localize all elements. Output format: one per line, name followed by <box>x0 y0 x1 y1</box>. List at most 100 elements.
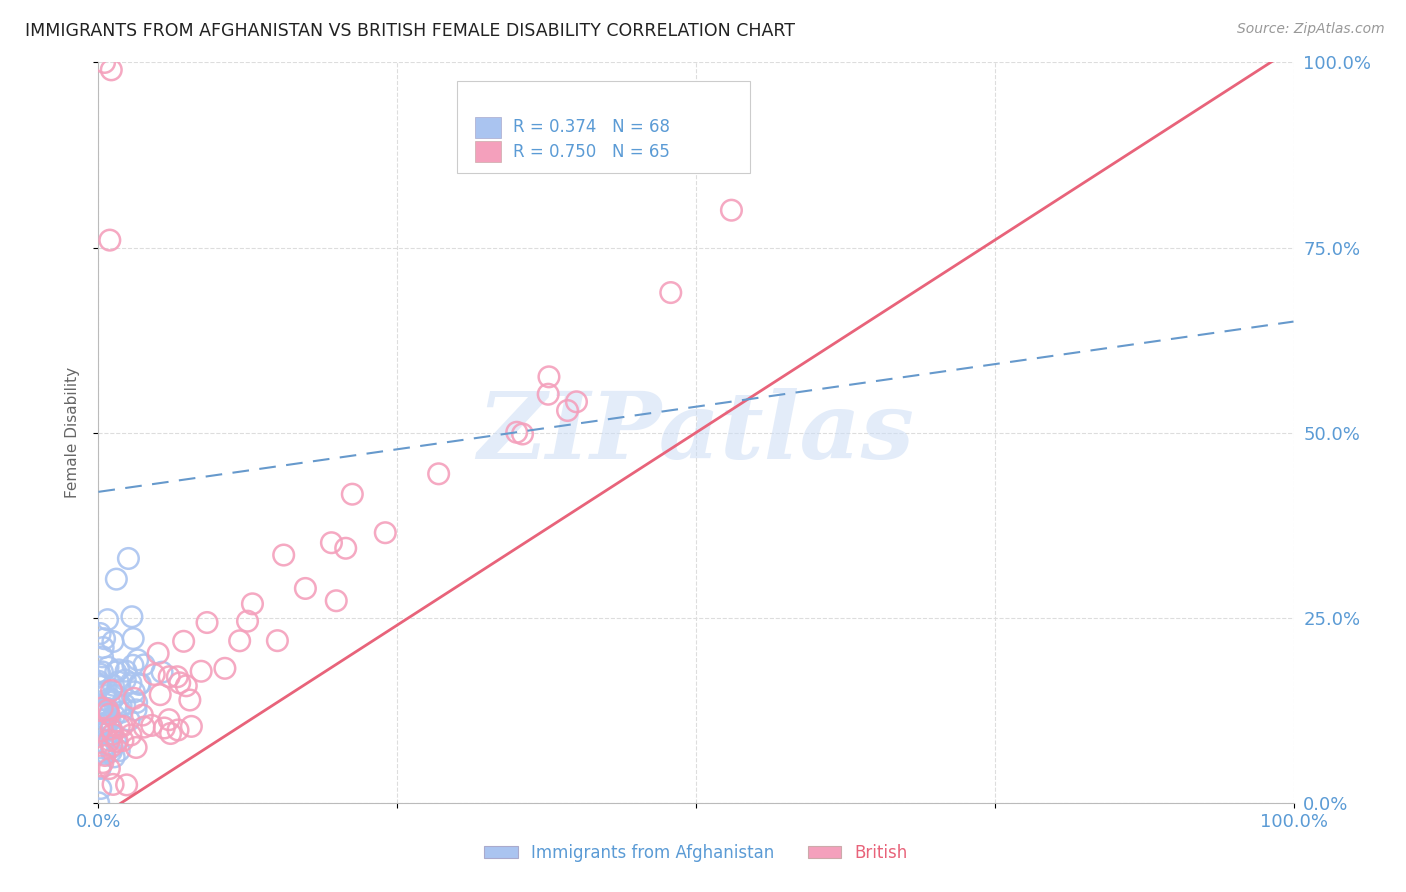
Point <box>94 689 117 703</box>
Point <box>100 739 122 753</box>
FancyBboxPatch shape <box>475 117 501 138</box>
Point <box>93 632 115 646</box>
Point <box>143 667 166 681</box>
Point <box>96 738 118 752</box>
Point <box>98 695 121 709</box>
Point <box>97 660 120 674</box>
Point <box>273 548 295 562</box>
Point <box>89 626 111 640</box>
Point <box>146 646 169 660</box>
Point <box>103 750 125 764</box>
Point <box>93 55 115 70</box>
Point <box>94 723 117 738</box>
Point <box>98 714 121 728</box>
Point <box>150 665 173 680</box>
Point <box>374 525 396 540</box>
Point <box>89 761 111 775</box>
Point <box>122 658 145 673</box>
Point <box>149 688 172 702</box>
Point <box>103 708 125 723</box>
Text: R = 0.750   N = 65: R = 0.750 N = 65 <box>513 143 671 161</box>
Point <box>100 683 122 698</box>
Point <box>94 701 117 715</box>
Point <box>101 740 124 755</box>
Point <box>89 679 111 693</box>
Point <box>91 745 114 759</box>
Point <box>97 703 120 717</box>
Point <box>537 369 560 384</box>
Point <box>236 614 259 628</box>
Point <box>101 634 124 648</box>
Point <box>141 718 163 732</box>
Point <box>195 615 218 630</box>
Point <box>96 684 118 698</box>
Point <box>91 756 114 770</box>
Point <box>335 541 357 556</box>
Point <box>122 632 145 646</box>
Point <box>100 728 122 742</box>
Point <box>104 689 127 703</box>
Point <box>98 707 121 722</box>
Point <box>169 676 191 690</box>
Point <box>98 762 121 776</box>
Point <box>101 727 124 741</box>
Text: Source: ZipAtlas.com: Source: ZipAtlas.com <box>1237 22 1385 37</box>
Point <box>107 675 129 690</box>
Point <box>122 691 145 706</box>
Point <box>87 676 110 690</box>
Point <box>294 582 316 596</box>
Point <box>90 781 112 796</box>
Point <box>506 425 529 440</box>
Point <box>127 653 149 667</box>
Point <box>114 698 136 712</box>
Point <box>167 723 190 737</box>
Point <box>104 665 127 679</box>
Text: IMMIGRANTS FROM AFGHANISTAN VS BRITISH FEMALE DISABILITY CORRELATION CHART: IMMIGRANTS FROM AFGHANISTAN VS BRITISH F… <box>25 22 796 40</box>
Point <box>94 713 117 727</box>
Point <box>228 633 250 648</box>
Point <box>87 674 110 689</box>
Point <box>214 661 236 675</box>
Point <box>537 387 560 401</box>
Point <box>266 633 288 648</box>
Point <box>111 719 134 733</box>
Point <box>91 706 114 721</box>
Point <box>103 678 125 692</box>
Point <box>108 720 131 734</box>
Point <box>153 721 176 735</box>
Point <box>89 667 111 681</box>
Point <box>179 693 201 707</box>
Point <box>121 609 143 624</box>
Point <box>89 717 111 731</box>
Point <box>325 593 347 607</box>
Point <box>105 572 128 586</box>
Point <box>110 698 132 713</box>
Point <box>120 728 142 742</box>
Point <box>157 713 180 727</box>
Point <box>117 551 139 566</box>
Point <box>125 740 148 755</box>
Point <box>342 487 364 501</box>
Point <box>174 679 197 693</box>
Point <box>101 777 124 791</box>
Point <box>107 663 129 677</box>
Point <box>190 665 212 679</box>
Point <box>101 693 124 707</box>
Point <box>720 203 742 218</box>
Point <box>87 723 110 738</box>
Point <box>87 698 110 713</box>
Point <box>115 664 138 678</box>
Point <box>159 726 181 740</box>
Point <box>93 706 115 721</box>
Point <box>565 394 588 409</box>
Point <box>91 701 114 715</box>
Point <box>104 735 127 749</box>
Point <box>110 705 132 719</box>
FancyBboxPatch shape <box>457 81 749 173</box>
Point <box>132 657 155 672</box>
Point <box>98 233 121 247</box>
Point <box>131 708 153 723</box>
Point <box>321 535 343 549</box>
Y-axis label: Female Disability: Female Disability <box>65 367 80 499</box>
Point <box>242 597 264 611</box>
